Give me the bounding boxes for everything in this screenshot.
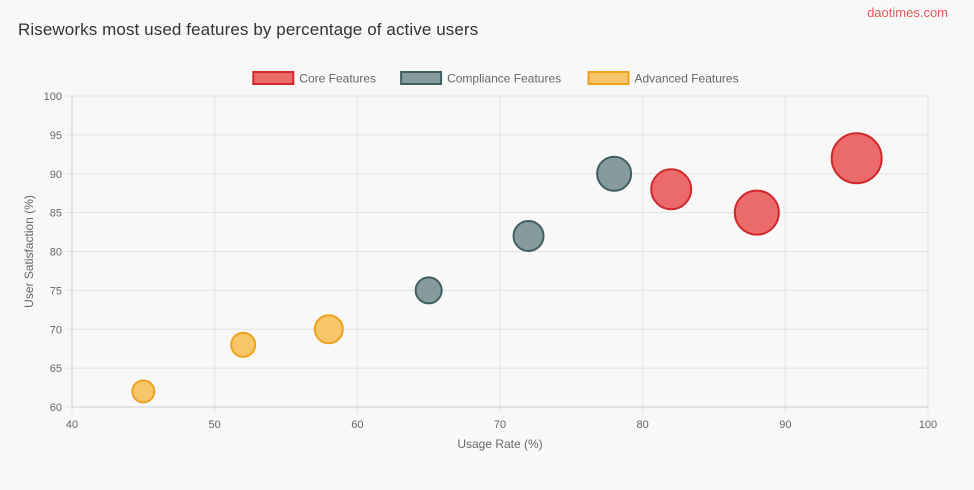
legend-item-core-features[interactable]: Core Features	[252, 71, 376, 86]
x-tick-label: 100	[919, 419, 937, 431]
x-tick-label: 50	[209, 419, 221, 431]
y-tick-label: 95	[50, 130, 62, 142]
legend-label: Advanced Features	[635, 72, 739, 86]
bubble-compliance-features-0[interactable]	[596, 155, 633, 192]
legend-swatch	[587, 71, 630, 85]
bubble-advanced-features-0[interactable]	[313, 314, 344, 345]
y-tick-label: 100	[44, 91, 62, 103]
y-tick-label: 80	[50, 247, 62, 259]
y-tick-label: 85	[50, 208, 62, 220]
bubble-advanced-features-2[interactable]	[131, 379, 156, 404]
x-tick-label: 90	[779, 419, 791, 431]
bubble-compliance-features-1[interactable]	[512, 219, 545, 252]
legend-swatch	[400, 71, 443, 85]
bubbles	[131, 132, 883, 404]
y-tick-label: 75	[50, 285, 62, 297]
x-tick-label: 70	[494, 419, 506, 431]
brand-watermark[interactable]: daotimes.com	[867, 5, 948, 20]
legend-label: Compliance Features	[447, 72, 561, 86]
bubble-core-features-0[interactable]	[830, 132, 883, 185]
y-axis-title: User Satisfaction (%)	[22, 195, 36, 308]
x-tick-label: 80	[637, 419, 649, 431]
bubble-core-features-1[interactable]	[733, 189, 780, 236]
grid-lines	[66, 95, 929, 413]
x-tick-label: 40	[66, 419, 78, 431]
y-tick-label: 65	[50, 363, 62, 375]
legend-item-advanced-features[interactable]: Advanced Features	[587, 71, 739, 86]
bubble-core-features-2[interactable]	[650, 168, 693, 211]
legend-item-compliance-features[interactable]: Compliance Features	[400, 71, 561, 86]
axes: 40 50 60 70 80 90 100 60 65 70 75 80 85 90 95 100	[44, 91, 938, 431]
legend-swatch	[252, 71, 295, 85]
legend: Core Features Compliance Features Advanced…	[252, 71, 739, 86]
y-tick-label: 70	[50, 324, 62, 336]
y-tick-label: 60	[50, 402, 62, 414]
chart-title: Riseworks most used features by percenta…	[18, 20, 479, 39]
bubble-compliance-features-2[interactable]	[414, 276, 443, 305]
y-tick-label: 90	[50, 169, 62, 181]
bubble-advanced-features-1[interactable]	[230, 331, 257, 358]
legend-label: Core Features	[299, 72, 376, 86]
x-axis-title: Usage Rate (%)	[457, 437, 542, 451]
x-tick-label: 60	[351, 419, 363, 431]
